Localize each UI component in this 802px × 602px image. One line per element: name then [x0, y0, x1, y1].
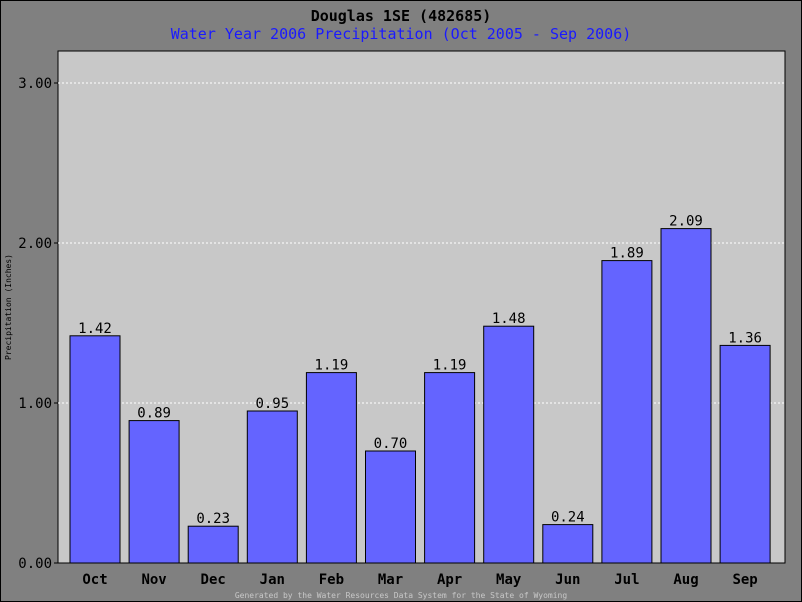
- bar-value-label: 1.48: [492, 311, 526, 327]
- chart-title: Douglas 1SE (482685): [310, 7, 492, 25]
- bar-value-label: 1.36: [728, 330, 762, 346]
- x-tick-label: Oct: [82, 572, 107, 588]
- bar: [719, 344, 771, 564]
- y-tick-label: 2.00: [18, 236, 52, 252]
- x-tick-label: Jan: [260, 572, 285, 588]
- bar-value-label: 1.19: [315, 358, 349, 374]
- x-tick-label: Mar: [378, 572, 403, 588]
- x-tick-label: Apr: [437, 572, 462, 588]
- bar-value-label: 0.70: [374, 436, 408, 452]
- x-tick-label: Dec: [201, 572, 226, 588]
- y-tick-label: 1.00: [18, 396, 52, 412]
- bar: [305, 372, 357, 564]
- chart-subtitle: Water Year 2006 Precipitation (Oct 2005 …: [170, 25, 632, 43]
- y-tick-label: 3.00: [18, 76, 52, 92]
- bar-value-label: 1.42: [78, 321, 112, 337]
- x-tick-label: May: [496, 572, 522, 588]
- footer-credit: Generated by the Water Resources Data Sy…: [234, 591, 568, 600]
- bar: [128, 420, 180, 564]
- bar-value-label: 0.95: [255, 396, 289, 412]
- bar: [483, 325, 535, 564]
- bar: [424, 372, 476, 564]
- bar: [542, 524, 594, 564]
- bar: [601, 260, 653, 564]
- bar: [187, 525, 239, 564]
- bar-value-label: 2.09: [669, 214, 703, 230]
- bar-value-label: 0.89: [137, 406, 171, 422]
- bar-value-label: 1.19: [433, 358, 467, 374]
- bar: [69, 335, 121, 564]
- x-tick-label: Jul: [614, 572, 639, 588]
- y-axis-label: Precipitation (Inches): [4, 254, 13, 360]
- bar-value-label: 0.24: [551, 510, 585, 526]
- y-tick-label: 0.00: [18, 556, 52, 572]
- bar: [365, 450, 416, 564]
- x-tick-label: Aug: [673, 572, 698, 588]
- bar-value-label: 0.23: [196, 511, 230, 527]
- x-tick-label: Jun: [555, 572, 580, 588]
- bar-value-label: 1.89: [610, 246, 644, 262]
- bar: [246, 410, 298, 564]
- x-tick-label: Sep: [732, 572, 757, 588]
- bar: [660, 228, 712, 564]
- x-tick-label: Nov: [141, 572, 166, 588]
- x-tick-label: Feb: [319, 572, 344, 588]
